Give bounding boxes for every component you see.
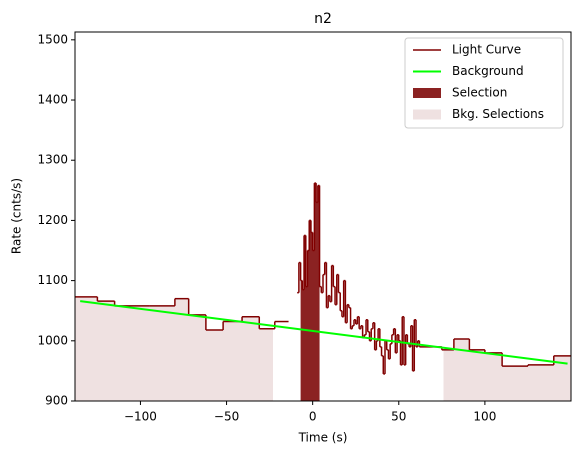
y-tick-label: 1500	[37, 32, 68, 46]
chart-title: n2	[314, 11, 332, 27]
legend-label: Background	[452, 64, 524, 78]
bkg-selection	[443, 338, 571, 401]
light-curve	[75, 182, 571, 375]
x-tick-label: 100	[473, 410, 496, 424]
x-tick-label: 50	[391, 410, 406, 424]
y-tick-label: 900	[45, 394, 68, 408]
y-tick-label: 1400	[37, 93, 68, 107]
legend-patch	[413, 88, 441, 98]
x-tick-label: −50	[214, 410, 239, 424]
legend-patch	[413, 109, 441, 120]
x-tick-label: −100	[124, 410, 157, 424]
background-line	[80, 300, 568, 365]
y-tick-label: 1100	[37, 273, 68, 287]
x-tick-label: 0	[309, 410, 317, 424]
x-axis-label: Time (s)	[298, 431, 348, 445]
y-tick-label: 1000	[37, 333, 68, 347]
plot-frame	[74, 31, 572, 402]
y-tick-label: 1300	[37, 153, 68, 167]
legend-label: Bkg. Selections	[452, 107, 544, 121]
y-tick-label: 1200	[37, 213, 68, 227]
legend-box	[404, 37, 564, 129]
legend-label: Light Curve	[452, 43, 521, 57]
legend-label: Selection	[452, 86, 507, 100]
y-axis-label: Rate (cnts/s)	[10, 178, 24, 254]
